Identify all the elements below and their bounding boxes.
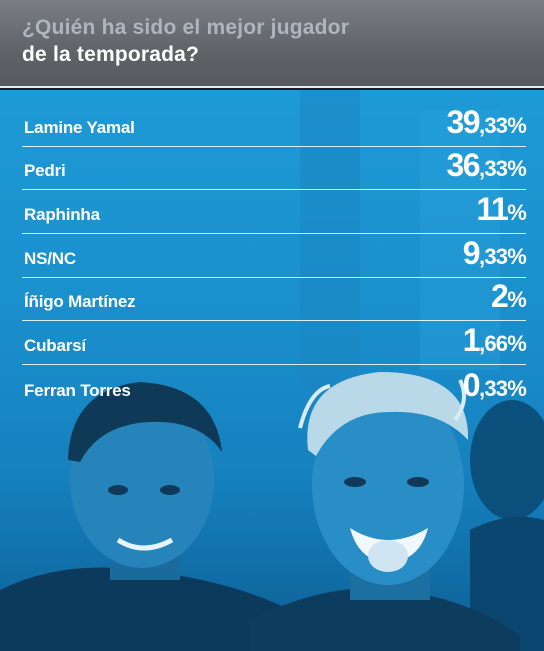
percentage-value: 11% (476, 191, 526, 228)
percentage-value: 36,33% (446, 147, 526, 184)
player-name: Raphinha (24, 205, 100, 225)
player-name: Pedri (24, 161, 66, 181)
percentage-integer: 1 (462, 322, 481, 359)
percentage-value: 1,66% (462, 322, 527, 359)
percentage-integer: 0 (462, 366, 481, 403)
result-row: Íñigo Martínez 2% (22, 278, 527, 322)
percentage-decimal: ,66% (479, 331, 527, 357)
player-name: NS/NC (24, 248, 76, 268)
poll-question-line-2: de la temporada? (22, 43, 200, 66)
result-row: Ferran Torres 0,33% (22, 365, 527, 409)
percentage-value: 2% (490, 278, 527, 315)
poll-results-list: Lamine Yamal 39,33% Pedri 36,33% Raphinh… (22, 103, 527, 409)
percentage-decimal: ,33% (479, 375, 527, 401)
result-row: Pedri 36,33% (22, 147, 527, 191)
percentage-value: 9,33% (462, 234, 527, 272)
percentage-integer: 2 (490, 278, 509, 315)
percentage-decimal: ,33% (479, 156, 527, 182)
percentage-decimal: ,33% (479, 243, 527, 269)
players-photo (0, 90, 544, 651)
percentage-value: 39,33% (446, 104, 526, 141)
poll-header: ¿Quién ha sido el mejor jugador de la te… (0, 0, 544, 88)
result-row: Raphinha 11% (22, 190, 527, 235)
player-name: Ferran Torres (24, 380, 131, 400)
result-row: NS/NC 9,33% (22, 234, 527, 278)
poll-question-line-1: ¿Quién ha sido el mejor jugador (22, 16, 350, 39)
percentage-decimal: % (507, 287, 527, 313)
percentage-integer: 11 (476, 191, 508, 228)
player-name: Cubarsí (24, 336, 86, 356)
percentage-decimal: % (507, 200, 527, 226)
players-photo-illustration (0, 90, 544, 651)
result-row: Lamine Yamal 39,33% (22, 103, 527, 147)
percentage-decimal: ,33% (479, 112, 527, 138)
percentage-value: 0,33% (462, 366, 527, 404)
percentage-integer: 36 (446, 147, 480, 184)
player-name: Lamine Yamal (24, 117, 135, 137)
percentage-integer: 39 (446, 103, 480, 140)
player-name: Íñigo Martínez (24, 292, 136, 312)
percentage-integer: 9 (462, 234, 481, 271)
result-row: Cubarsí 1,66% (22, 321, 527, 366)
